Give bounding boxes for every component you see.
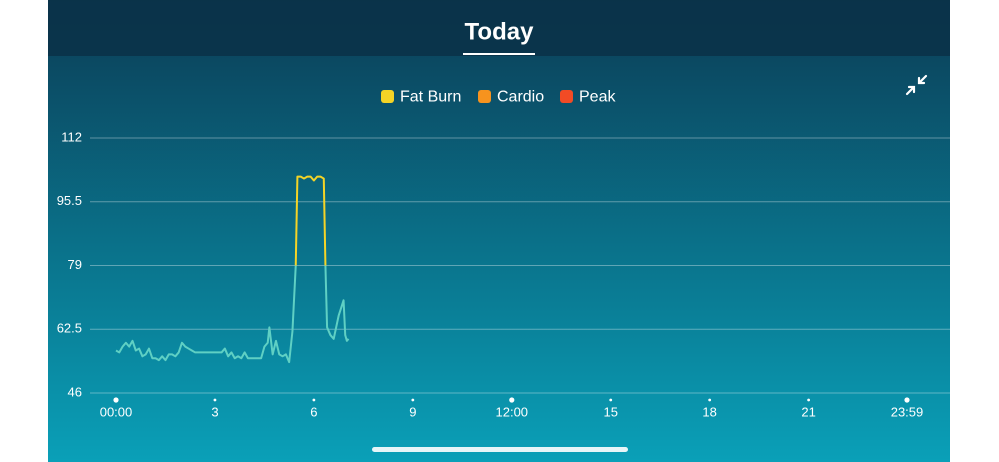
collapse-arrow — [905, 85, 916, 96]
x-tick-label: 3 — [211, 404, 218, 419]
collapse-button[interactable] — [905, 74, 928, 96]
x-tick-dot — [113, 397, 119, 403]
x-tick-label: 9 — [409, 404, 416, 419]
title-underline — [463, 53, 535, 55]
y-tick-label: 46 — [68, 384, 82, 399]
x-tick-dot — [904, 397, 910, 403]
y-tick-label: 79 — [68, 257, 82, 272]
collapse-arrow — [917, 74, 928, 85]
heart-rate-line — [115, 265, 350, 364]
x-tick-dot — [509, 397, 515, 403]
legend-label: Fat Burn — [400, 89, 461, 106]
legend-swatch — [478, 90, 491, 103]
x-tick-dot — [807, 398, 811, 402]
x-tick-label: 12:00 — [496, 404, 529, 419]
header-bar — [48, 0, 950, 56]
app-background — [48, 0, 950, 462]
home-indicator — [372, 447, 628, 452]
y-tick-label: 95.5 — [57, 193, 82, 208]
x-tick-label: 21 — [801, 404, 815, 419]
legend-swatch — [560, 90, 573, 103]
chart-title: Today — [465, 18, 535, 45]
x-tick-label: 23:59 — [891, 404, 924, 419]
y-tick-label: 62.5 — [57, 321, 82, 336]
x-tick-dot — [312, 398, 316, 402]
x-tick-dot — [609, 398, 613, 402]
x-tick-dot — [213, 398, 217, 402]
zone-line — [294, 175, 327, 266]
legend-label: Cardio — [497, 89, 544, 106]
legend-swatch — [381, 90, 394, 103]
x-tick-label: 18 — [702, 404, 716, 419]
x-tick-label: 6 — [310, 404, 317, 419]
legend-label: Peak — [579, 89, 616, 106]
x-tick-label: 15 — [603, 404, 617, 419]
y-tick-label: 112 — [61, 129, 82, 144]
x-tick-label: 00:00 — [100, 404, 133, 419]
x-tick-dot — [708, 398, 712, 402]
x-tick-dot — [411, 398, 415, 402]
